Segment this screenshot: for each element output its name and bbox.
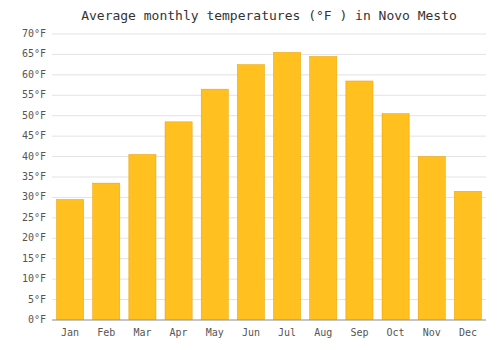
x-tick-label: Jun <box>242 327 260 338</box>
bar <box>165 122 192 320</box>
y-tick-label: 0°F <box>28 314 46 325</box>
y-tick-label: 15°F <box>22 253 46 264</box>
x-tick-label: Apr <box>170 327 188 338</box>
bar <box>129 155 156 320</box>
x-tick-label: Sep <box>350 327 368 338</box>
x-tick-label: Nov <box>423 327 441 338</box>
bar <box>274 52 301 320</box>
y-axis: 0°F 5°F 10°F 15°F 20°F 25°F 30°F 35°F 40°F 45°F 50… <box>22 28 486 325</box>
x-axis: Jan Feb Mar Apr May Jun Jul Aug Sep Oct Nov Dec <box>52 320 486 338</box>
x-tick-label: Jul <box>278 327 296 338</box>
axis-line <box>52 320 486 321</box>
y-tick-label: 60°F <box>22 69 46 80</box>
grid-line <box>52 95 486 96</box>
bar <box>310 56 337 320</box>
bar <box>201 89 228 320</box>
x-tick-label: Aug <box>314 327 332 338</box>
y-tick-label: 35°F <box>22 171 46 182</box>
y-tick-label: 5°F <box>28 294 46 305</box>
y-tick-label: 25°F <box>22 212 46 223</box>
y-tick-label: 10°F <box>22 273 46 284</box>
y-tick-label: 70°F <box>22 28 46 39</box>
y-tick-label: 55°F <box>22 89 46 100</box>
bar <box>93 183 120 320</box>
chart: Average monthly temperatures (°F ) in No… <box>0 0 500 350</box>
bar <box>57 199 84 320</box>
bar <box>346 81 373 320</box>
grid-line <box>52 74 486 75</box>
y-tick-label: 65°F <box>22 48 46 59</box>
bar <box>418 157 445 320</box>
y-tick-label: 45°F <box>22 130 46 141</box>
chart-container: Average monthly temperatures (°F ) in No… <box>0 0 500 350</box>
grid-line <box>52 34 486 35</box>
x-tick-label: Jan <box>61 327 79 338</box>
x-tick-label: Dec <box>459 327 477 338</box>
x-tick-label: Oct <box>387 327 405 338</box>
x-tick-label: Mar <box>133 327 151 338</box>
grid-line <box>52 115 486 116</box>
y-tick-label: 20°F <box>22 232 46 243</box>
y-tick-label: 30°F <box>22 191 46 202</box>
bar <box>454 191 481 320</box>
grid-line <box>52 54 486 55</box>
bar <box>382 114 409 320</box>
bar <box>237 65 264 320</box>
x-tick-label: Feb <box>97 327 115 338</box>
y-tick-label: 40°F <box>22 151 46 162</box>
grid-line <box>52 320 486 321</box>
x-tick-label: May <box>206 327 224 338</box>
grid-line <box>52 136 486 137</box>
bars <box>57 52 482 320</box>
y-tick-label: 50°F <box>22 110 46 121</box>
title: Average monthly temperatures (°F ) in No… <box>81 8 457 23</box>
